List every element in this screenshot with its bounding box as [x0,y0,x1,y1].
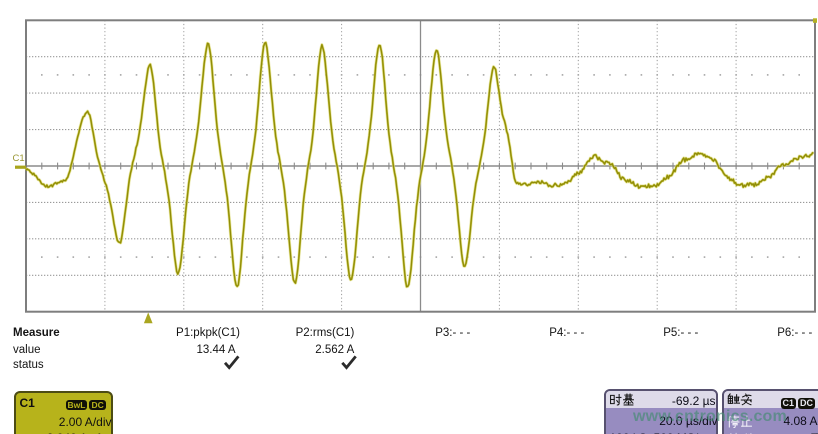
svg-text:C1: C1 [13,153,25,164]
